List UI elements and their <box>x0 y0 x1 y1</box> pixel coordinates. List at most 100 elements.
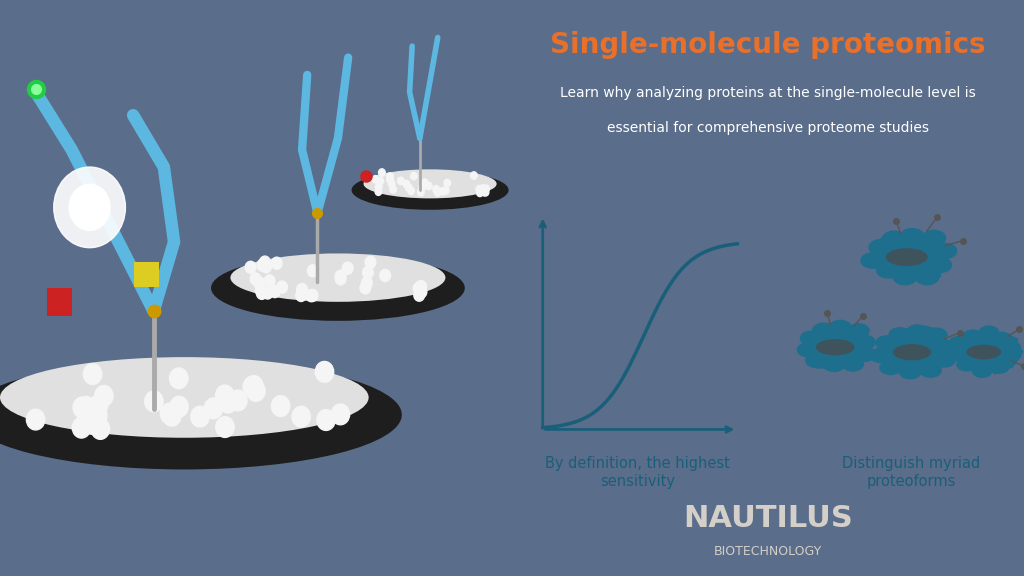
Circle shape <box>359 282 371 294</box>
Circle shape <box>933 243 956 259</box>
Circle shape <box>433 185 439 193</box>
Circle shape <box>390 185 396 193</box>
Polygon shape <box>877 325 951 374</box>
Circle shape <box>442 187 450 194</box>
Circle shape <box>254 276 264 289</box>
Circle shape <box>425 182 432 190</box>
Circle shape <box>926 328 947 342</box>
Text: By definition, the highest
sensitivity: By definition, the highest sensitivity <box>545 456 730 488</box>
Circle shape <box>269 286 281 298</box>
Circle shape <box>297 283 307 295</box>
Circle shape <box>335 270 346 282</box>
Ellipse shape <box>967 344 1001 359</box>
Circle shape <box>163 406 181 426</box>
Polygon shape <box>949 326 1024 375</box>
Circle shape <box>264 275 275 287</box>
Circle shape <box>998 351 1018 364</box>
Circle shape <box>380 270 390 282</box>
Circle shape <box>406 184 412 191</box>
Circle shape <box>439 187 446 195</box>
Circle shape <box>877 263 900 278</box>
Circle shape <box>77 402 95 423</box>
Circle shape <box>482 188 488 196</box>
Circle shape <box>170 396 188 417</box>
Circle shape <box>292 406 310 427</box>
Circle shape <box>444 179 451 187</box>
Ellipse shape <box>816 339 854 355</box>
Circle shape <box>170 368 188 389</box>
Circle shape <box>215 385 233 406</box>
Circle shape <box>331 404 349 425</box>
Circle shape <box>964 330 983 343</box>
Circle shape <box>416 281 426 293</box>
Circle shape <box>362 267 374 279</box>
Text: Distinguish myriad
proteoforms: Distinguish myriad proteoforms <box>842 456 981 488</box>
Circle shape <box>876 336 897 350</box>
Circle shape <box>418 188 424 196</box>
Circle shape <box>307 265 318 277</box>
Circle shape <box>848 324 869 338</box>
Circle shape <box>335 273 346 285</box>
Circle shape <box>387 176 393 183</box>
Circle shape <box>73 418 91 438</box>
Circle shape <box>247 381 265 401</box>
Circle shape <box>388 180 395 188</box>
Circle shape <box>271 396 290 416</box>
Ellipse shape <box>351 170 509 210</box>
Circle shape <box>89 395 108 416</box>
Circle shape <box>869 240 893 255</box>
Circle shape <box>73 397 91 418</box>
Circle shape <box>934 353 955 367</box>
Circle shape <box>259 256 270 268</box>
Circle shape <box>27 409 45 430</box>
Circle shape <box>144 391 163 412</box>
Circle shape <box>949 348 969 361</box>
Circle shape <box>482 185 489 192</box>
Circle shape <box>245 376 263 396</box>
Circle shape <box>854 335 876 350</box>
Circle shape <box>414 289 425 301</box>
Circle shape <box>973 365 992 377</box>
Circle shape <box>854 347 876 361</box>
Ellipse shape <box>893 344 931 361</box>
Ellipse shape <box>0 360 401 469</box>
Text: Single-molecule proteomics: Single-molecule proteomics <box>550 31 986 59</box>
Circle shape <box>77 396 95 417</box>
Ellipse shape <box>886 248 928 266</box>
FancyBboxPatch shape <box>134 262 159 287</box>
Circle shape <box>928 257 951 272</box>
Circle shape <box>899 365 921 379</box>
Polygon shape <box>803 323 871 372</box>
Ellipse shape <box>364 169 497 198</box>
Circle shape <box>377 177 384 185</box>
Circle shape <box>306 290 316 302</box>
Circle shape <box>801 331 822 345</box>
Circle shape <box>342 262 353 274</box>
Circle shape <box>823 357 845 372</box>
Circle shape <box>256 287 267 300</box>
Circle shape <box>255 285 266 297</box>
Circle shape <box>219 392 238 413</box>
Polygon shape <box>866 233 949 281</box>
Circle shape <box>375 188 382 195</box>
Circle shape <box>476 185 482 193</box>
Circle shape <box>366 256 376 268</box>
Circle shape <box>387 173 393 180</box>
Circle shape <box>842 357 863 371</box>
Circle shape <box>316 410 335 430</box>
Circle shape <box>91 419 110 439</box>
Circle shape <box>411 172 417 180</box>
Circle shape <box>376 183 382 191</box>
Circle shape <box>922 230 945 246</box>
Circle shape <box>920 363 941 377</box>
Circle shape <box>83 363 101 384</box>
Circle shape <box>296 289 306 301</box>
Circle shape <box>806 354 827 367</box>
Circle shape <box>243 377 261 397</box>
Circle shape <box>262 287 273 299</box>
Circle shape <box>979 326 998 339</box>
Circle shape <box>361 277 373 289</box>
Circle shape <box>89 405 108 426</box>
Circle shape <box>869 348 891 362</box>
Circle shape <box>949 336 969 349</box>
